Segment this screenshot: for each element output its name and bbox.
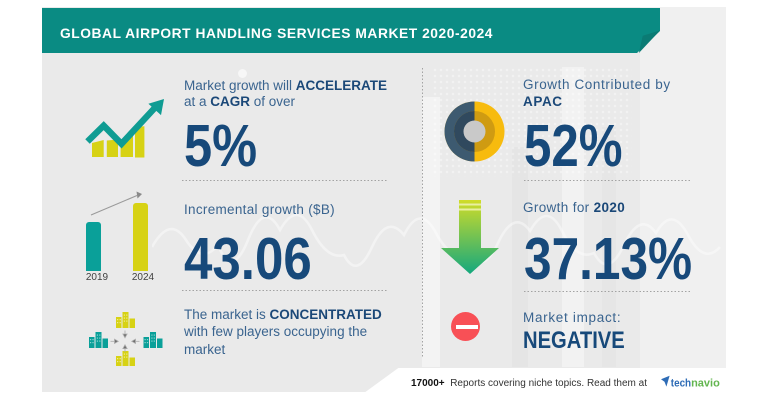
svg-text:tech: tech: [670, 377, 691, 389]
svg-text:navio: navio: [691, 377, 720, 389]
